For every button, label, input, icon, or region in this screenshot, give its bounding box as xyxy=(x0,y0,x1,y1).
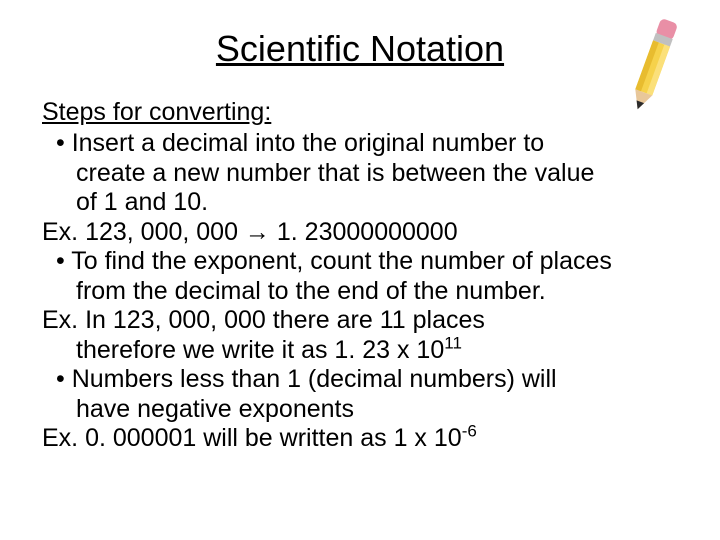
example-3-pre: Ex. 0. 000001 will be written as 1 x 10 xyxy=(42,424,462,452)
bullet-1-line-3: of 1 and 10. xyxy=(42,188,678,218)
example-2-line-2: therefore we write it as 1. 23 x 1011 xyxy=(42,336,678,366)
bullet-2-line-2: from the decimal to the end of the numbe… xyxy=(42,277,678,307)
example-1: Ex. 123, 000, 000 → 1. 23000000000 xyxy=(42,218,678,248)
slide-title: Scientific Notation xyxy=(42,28,678,70)
slide-container: Scientific Notation Steps for converting… xyxy=(0,0,720,474)
example-2-pre: therefore we write it as 1. 23 x 10 xyxy=(76,336,444,364)
example-2-line-1: Ex. In 123, 000, 000 there are 11 places xyxy=(42,306,678,336)
pencil-icon xyxy=(622,12,684,122)
bullet-1-line-1: • Insert a decimal into the original num… xyxy=(42,129,678,159)
example-2-exponent: 11 xyxy=(444,333,462,352)
bullet-2-line-1: • To find the exponent, count the number… xyxy=(42,247,678,277)
steps-subheading: Steps for converting: xyxy=(42,98,678,127)
example-3: Ex. 0. 000001 will be written as 1 x 10-… xyxy=(42,424,678,454)
example-3-exponent: -6 xyxy=(462,422,477,441)
bullet-1-line-2: create a new number that is between the … xyxy=(42,159,678,189)
bullet-3-line-2: have negative exponents xyxy=(42,395,678,425)
bullet-3-line-1: • Numbers less than 1 (decimal numbers) … xyxy=(42,365,678,395)
